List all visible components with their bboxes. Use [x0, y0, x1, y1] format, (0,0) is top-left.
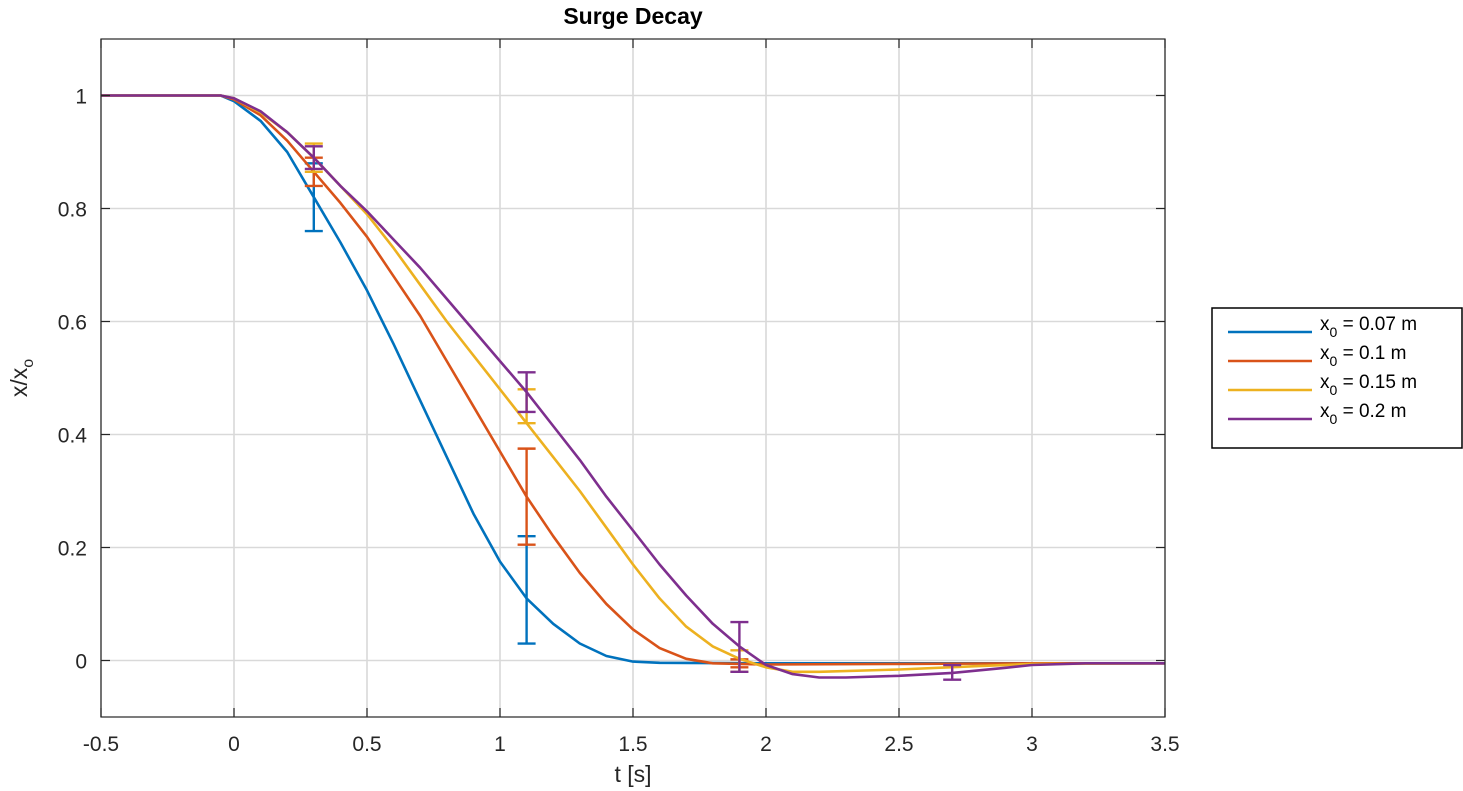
- x-tick-label: 3.5: [1150, 733, 1179, 756]
- error-bar: [730, 620, 749, 673]
- error-bar: [943, 663, 962, 681]
- series-3: [101, 94, 1165, 681]
- error-bar: [304, 145, 323, 171]
- x-tick-label: 1.5: [618, 733, 647, 756]
- y-axis-label-base: x/x: [6, 367, 32, 397]
- legend-label: x0 = 0.07 m: [1320, 314, 1417, 340]
- y-tick-label: 0: [75, 651, 87, 674]
- y-axis-label-sub: o: [20, 359, 37, 368]
- x-tick-label: 1: [494, 733, 506, 756]
- x-tick-label: 2: [760, 733, 772, 756]
- y-axis-label: x/xo: [6, 359, 37, 397]
- chart-title: Surge Decay: [563, 3, 703, 29]
- legend-entry: x0 = 0.2 m: [1228, 401, 1406, 427]
- series-layer: [101, 94, 1166, 681]
- legend-entry: x0 = 0.07 m: [1228, 314, 1417, 340]
- legend-entry: x0 = 0.1 m: [1228, 343, 1406, 369]
- y-tick-label: 1: [75, 86, 87, 109]
- x-tick-label: -0.5: [83, 733, 119, 756]
- error-bar: [517, 371, 536, 414]
- legend-label: x0 = 0.15 m: [1320, 372, 1417, 398]
- y-tick-label: 0.8: [58, 199, 87, 222]
- legend: x0 = 0.07 m x0 = 0.1 m x0 = 0.15 m x0 = 0.2…: [1211, 307, 1463, 449]
- x-axis-label: t [s]: [614, 761, 651, 787]
- legend-entry: x0 = 0.15 m: [1228, 372, 1417, 398]
- error-bar: [517, 447, 536, 546]
- legend-label: x0 = 0.2 m: [1320, 401, 1406, 427]
- x-tick-label: 0: [228, 733, 240, 756]
- ticks: -0.5 0 0.5 1 1.5 2 2.5 3 3.5 0 0.2 0.4 0.6 0.8 1: [58, 39, 1180, 756]
- y-tick-label: 0.6: [58, 312, 87, 335]
- series-line: [101, 94, 1165, 679]
- series-line: [101, 94, 1165, 665]
- y-tick-label: 0.4: [58, 425, 88, 448]
- x-tick-label: 2.5: [884, 733, 913, 756]
- series-line: [101, 94, 1165, 666]
- x-tick-label: 0.5: [352, 733, 381, 756]
- x-tick-label: 3: [1026, 733, 1038, 756]
- legend-label: x0 = 0.1 m: [1320, 343, 1406, 369]
- y-tick-label: 0.2: [58, 538, 87, 561]
